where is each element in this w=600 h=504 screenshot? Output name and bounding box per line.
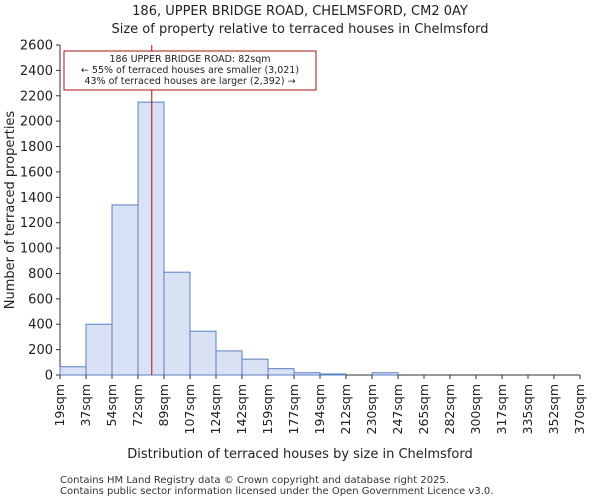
x-tick-label: 37sqm xyxy=(78,384,93,427)
histogram-bar xyxy=(137,101,165,376)
y-tick-label: 600 xyxy=(28,292,53,307)
annotation-box: 186 UPPER BRIDGE ROAD: 82sqm ← 55% of te… xyxy=(63,50,317,91)
x-tick-label: 19sqm xyxy=(52,384,67,427)
x-tick-label: 212sqm xyxy=(338,384,353,434)
x-ticks: 19sqm 37sqm 54sqm 72sqm 89sqm 107sqm 124sqm 142… xyxy=(52,375,587,434)
y-tick-label: 400 xyxy=(28,318,53,333)
histogram-bar xyxy=(189,330,217,376)
x-tick-label: 230sqm xyxy=(364,384,379,434)
x-axis-label: Distribution of terraced houses by size … xyxy=(127,447,472,462)
x-tick-label: 159sqm xyxy=(260,384,275,434)
y-tick-label: 1400 xyxy=(20,191,53,206)
annotation-border xyxy=(63,50,317,91)
histogram-bar xyxy=(111,204,139,376)
footer-line-1: Contains HM Land Registry data © Crown c… xyxy=(60,475,449,486)
x-tick-label: 72sqm xyxy=(130,384,145,427)
histogram-bar xyxy=(59,366,87,376)
plot-area: 0 200 400 600 800 1000 1200 1400 1600 1800 2000 220… xyxy=(20,39,587,435)
footer-line-2: Contains public sector information licen… xyxy=(60,486,493,497)
histogram-bar xyxy=(319,373,347,376)
y-tick-label: 2200 xyxy=(20,89,53,104)
y-ticks: 0 200 400 600 800 1000 1200 1400 1600 1800 2000 220… xyxy=(20,39,60,384)
x-tick-label: 247sqm xyxy=(390,384,405,434)
histogram-bar xyxy=(163,271,191,376)
x-tick-label: 300sqm xyxy=(468,384,483,434)
x-tick-label: 265sqm xyxy=(416,384,431,434)
annotation-line-3: 43% of terraced houses are larger (2,392… xyxy=(84,76,295,87)
x-tick-label: 124sqm xyxy=(208,384,223,434)
x-tick-label: 194sqm xyxy=(312,384,327,434)
x-tick-label: 142sqm xyxy=(234,384,249,434)
y-axis-label: Number of terraced properties xyxy=(3,111,18,310)
bars xyxy=(59,101,399,376)
y-tick-label: 2600 xyxy=(20,39,53,54)
x-tick-label: 282sqm xyxy=(442,384,457,434)
histogram-bar xyxy=(371,372,399,376)
x-tick-label: 370sqm xyxy=(572,384,587,434)
x-tick-label: 107sqm xyxy=(182,384,197,434)
y-tick-label: 0 xyxy=(45,369,53,384)
y-tick-label: 200 xyxy=(28,343,53,358)
y-tick-label: 2000 xyxy=(20,115,53,130)
y-tick-label: 800 xyxy=(28,267,53,282)
x-tick-label: 352sqm xyxy=(546,384,561,434)
y-tick-label: 1600 xyxy=(20,165,53,180)
histogram-bar xyxy=(293,372,321,376)
annotation-line-1: 186 UPPER BRIDGE ROAD: 82sqm xyxy=(109,54,270,65)
chart-title: 186, UPPER BRIDGE ROAD, CHELMSFORD, CM2 … xyxy=(132,4,468,19)
y-tick-label: 1800 xyxy=(20,140,53,155)
x-tick-label: 54sqm xyxy=(104,384,119,427)
annotation-line-2: ← 55% of terraced houses are smaller (3,… xyxy=(81,65,299,76)
histogram-bar xyxy=(85,323,113,376)
x-tick-label: 335sqm xyxy=(520,384,535,434)
y-tick-label: 2400 xyxy=(20,64,53,79)
y-tick-label: 1000 xyxy=(20,242,53,257)
histogram-bar xyxy=(241,358,269,376)
x-tick-label: 177sqm xyxy=(286,384,301,434)
histogram-bar xyxy=(215,350,243,376)
chart-subtitle: Size of property relative to terraced ho… xyxy=(111,22,488,37)
y-tick-label: 1200 xyxy=(20,216,53,231)
histogram-bar xyxy=(267,368,295,376)
x-tick-label: 89sqm xyxy=(156,384,171,427)
x-tick-label: 317sqm xyxy=(494,384,509,434)
